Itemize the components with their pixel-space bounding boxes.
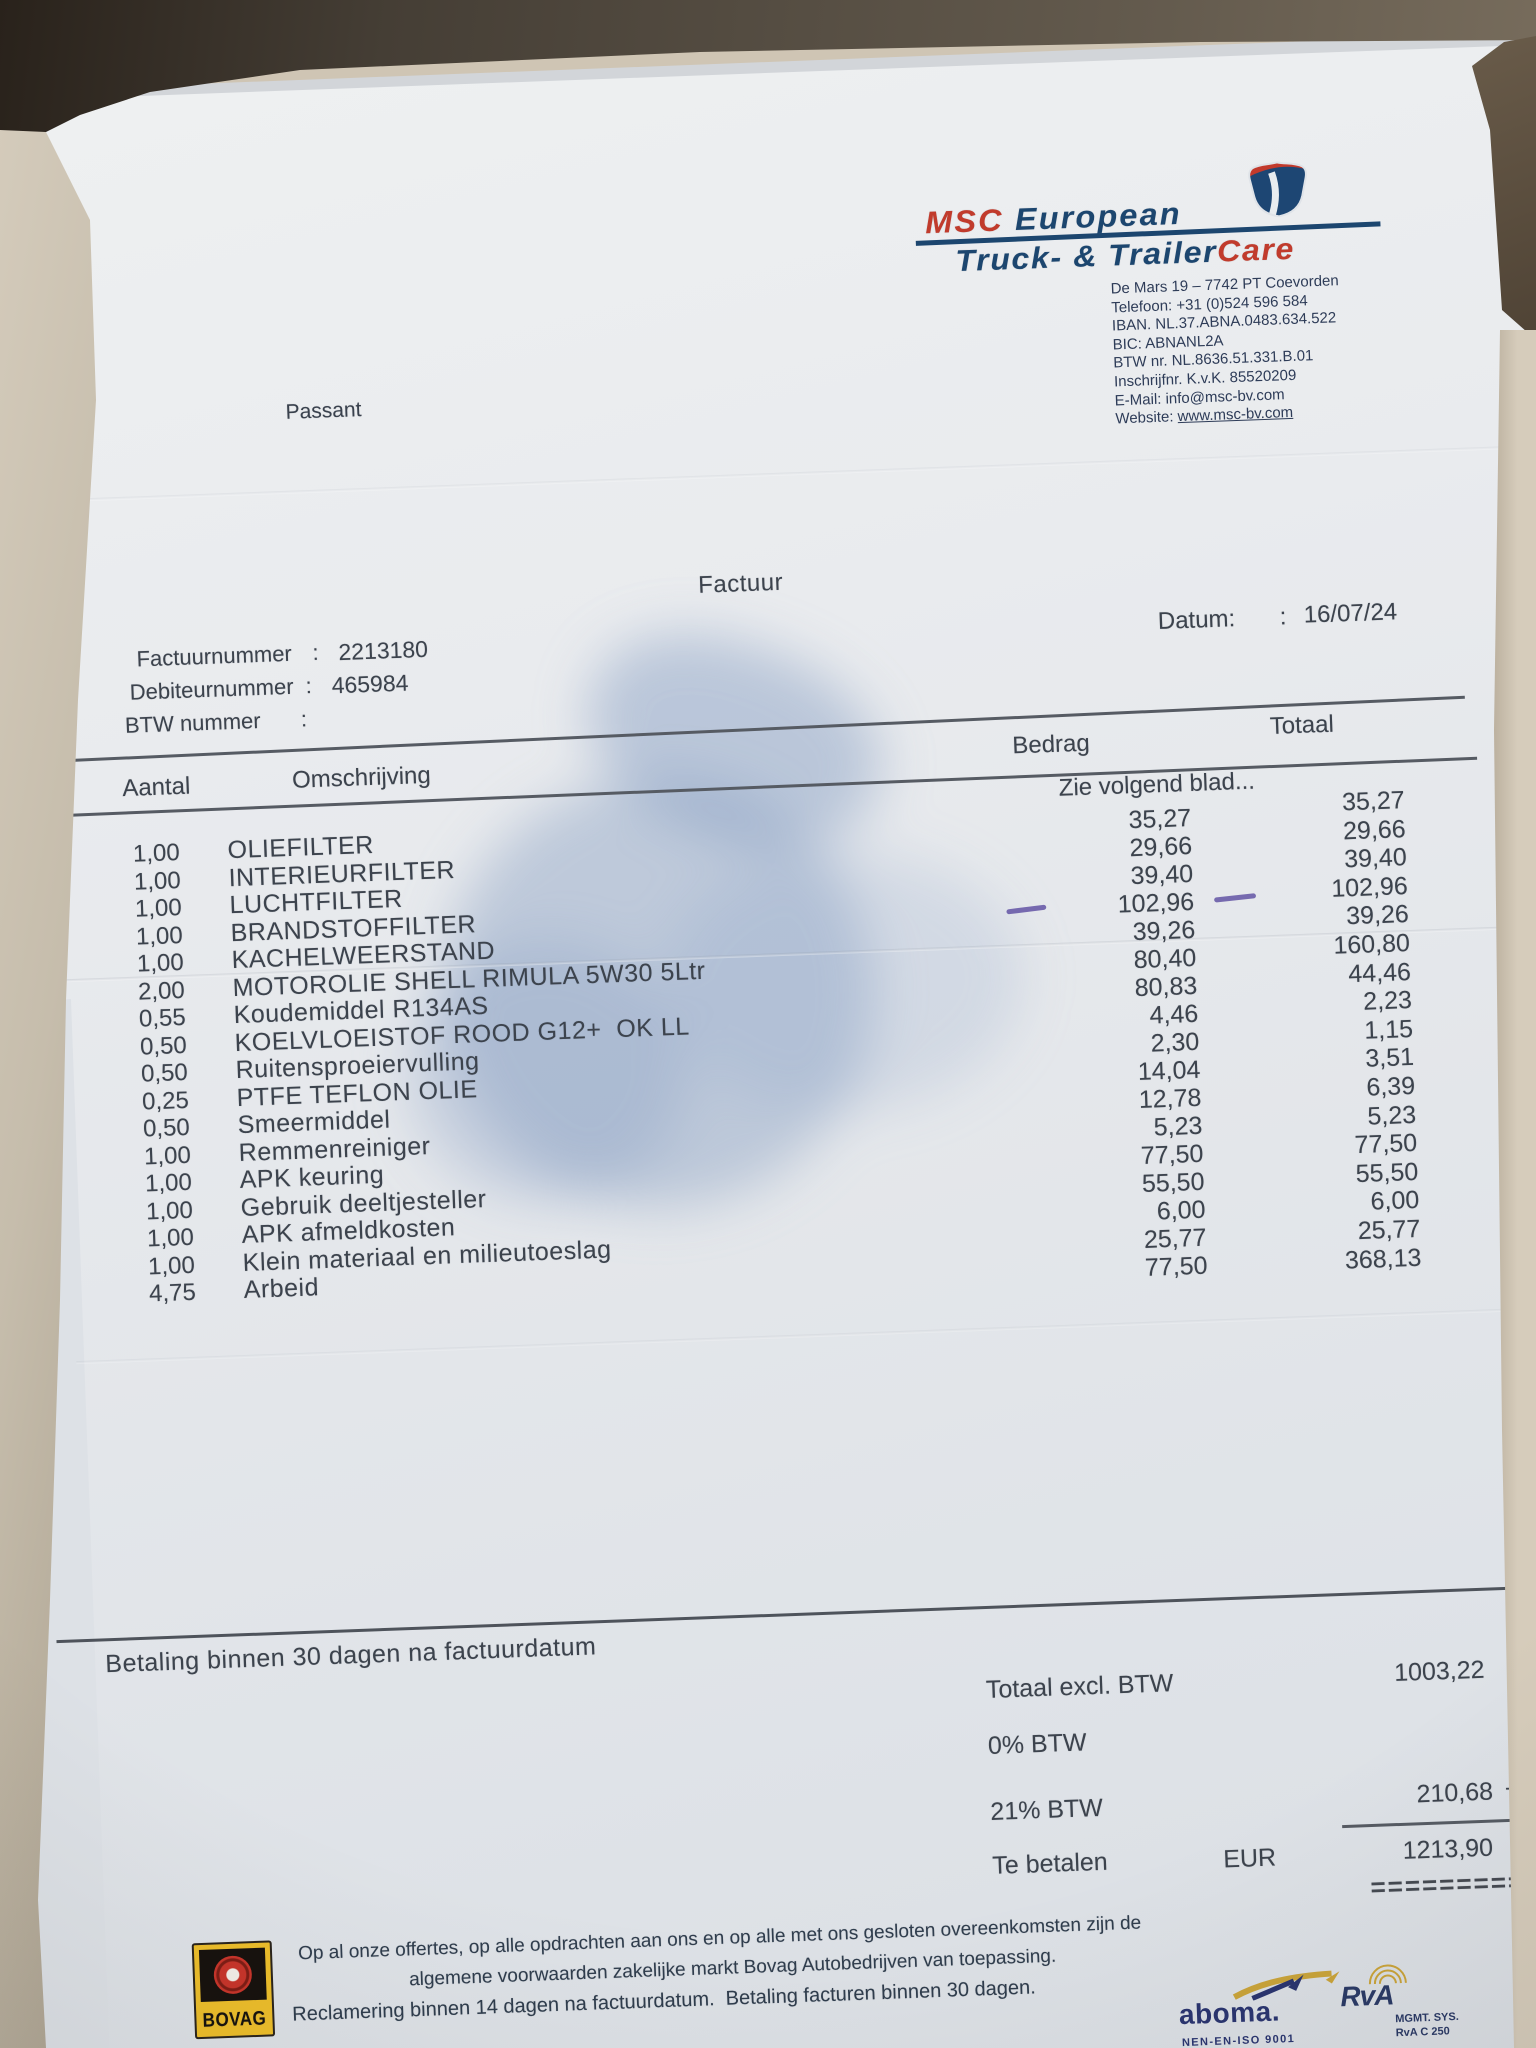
item-aantal: 0,50 <box>140 1058 189 1088</box>
item-aantal: 1,00 <box>146 1223 195 1253</box>
currency-label: EUR <box>1222 1843 1277 1874</box>
date-label: Datum: <box>1157 605 1236 636</box>
btw-21-value: 210,68 <box>1416 1777 1494 1809</box>
bovag-emblem-box <box>198 1947 267 2003</box>
invoice-number-label: Factuurnummer <box>136 640 293 672</box>
tagline-care: Care <box>1216 232 1296 269</box>
item-aantal: 1,00 <box>134 893 183 923</box>
bedrag-stack: 35,27 29,66 39,40 102,96 39,26 80,40 80,83 4,46… <box>1039 804 1208 1285</box>
msc-shield-icon <box>1248 161 1308 218</box>
item-aantal: 1,00 <box>143 1141 192 1171</box>
debtor-number-value: 465984 <box>331 669 409 699</box>
vat-number-label: BTW nummer <box>124 707 262 738</box>
total-excl-btw-value: 1003,22 <box>1393 1655 1486 1688</box>
te-betalen-label: Te betalen <box>991 1847 1109 1880</box>
vat-number-row: BTW nummer: <box>125 706 328 739</box>
recipient: Passant <box>285 398 362 424</box>
aantal-stack: 1,00 1,00 1,00 1,00 1,00 2,00 0,55 0,50 0,50 0,25… <box>107 839 196 1309</box>
item-aantal: 4,75 <box>148 1278 197 1308</box>
rva-cert-label: RvA C 250 <box>1395 2025 1450 2040</box>
item-aantal: 0,25 <box>141 1086 190 1116</box>
paper-crease <box>44 443 1536 503</box>
payment-terms: Betaling binnen 30 dagen na factuurdatum <box>104 1632 597 1679</box>
totaal-stack: 35,27 29,66 39,40 102,96 39,26 160,80 44,46 2,2… <box>1252 786 1422 1277</box>
date-value: 16/07/24 <box>1303 598 1398 629</box>
paper-edge <box>1 999 117 2048</box>
btw-0-label: 0% BTW <box>987 1728 1088 1760</box>
company-details-lines: De Mars 19 – 7742 PT Coevorden Telefoon: … <box>1110 270 1415 411</box>
colon: : <box>300 706 308 732</box>
item-aantal: 0,50 <box>142 1113 191 1143</box>
item-totaal: 368,13 <box>1344 1243 1422 1275</box>
rva-sunburst-icon <box>1368 1964 1407 1985</box>
sum-rule <box>1342 1817 1536 1828</box>
bovag-label: BOVAG <box>202 2007 267 2032</box>
rva-logo: RvA MGMT. SYS. RvA C 250 <box>1337 1962 1480 2048</box>
document-title: Factuur <box>697 568 784 599</box>
total-excl-btw-label: Totaal excl. BTW <box>985 1669 1174 1705</box>
col-header-bedrag: Bedrag <box>1011 729 1091 760</box>
date-separator: : <box>1279 603 1287 631</box>
invoice-number-row: Factuurnummer:2213180 <box>136 636 428 674</box>
website-label: Website: <box>1115 408 1178 428</box>
debtor-number-row: Debiteurnummer:465984 <box>129 670 409 707</box>
item-aantal: 1,00 <box>144 1168 193 1198</box>
invoice-number-value: 2213180 <box>337 635 429 666</box>
paper-crease <box>76 1305 1536 1365</box>
colon: : <box>311 639 320 666</box>
plus-sign: + <box>1504 1774 1520 1804</box>
item-aantal: 1,00 <box>133 866 182 896</box>
company-details: De Mars 19 – 7742 PT Coevorden Telefoon: … <box>1110 270 1415 430</box>
rva-label: RvA <box>1339 1979 1394 2013</box>
item-aantal: 1,00 <box>147 1251 196 1280</box>
brand-msc: MSC <box>924 202 1005 241</box>
rva-mgmt-label: MGMT. SYS. <box>1395 2010 1459 2026</box>
bovag-wheel-icon <box>213 1955 253 1995</box>
item-bedrag: 77,50 <box>1144 1251 1209 1282</box>
aboma-label: aboma. <box>1178 1995 1281 2031</box>
omschrijving-stack: OLIEFILTER INTERIEURFILTER LUCHTFILTER BRAN… <box>227 820 717 1305</box>
col-header-totaal: Totaal <box>1269 710 1335 740</box>
item-aantal: 2,00 <box>137 976 186 1006</box>
footer-terms-line3: Reclamering binnen 14 dagen na factuurda… <box>291 1976 1037 2026</box>
aboma-logo: aboma. NEN-EN-ISO 9001 <box>1178 1970 1361 2048</box>
btw-21-label: 21% BTW <box>989 1793 1104 1826</box>
aboma-iso-label: NEN-EN-ISO 9001 <box>1181 2032 1296 2048</box>
totals-rule <box>56 1586 1518 1644</box>
aboma-arrows-icon <box>1232 1970 1340 2001</box>
bovag-logo: BOVAG <box>191 1940 276 2040</box>
next-page-note: Zie volgend blad... <box>1058 767 1256 802</box>
debtor-number-label: Debiteurnummer <box>129 673 294 705</box>
item-aantal: 1,00 <box>135 921 184 951</box>
col-header-aantal: Aantal <box>121 772 191 803</box>
website-link: www.msc-bv.com <box>1177 404 1294 426</box>
invoice-document: MSC European Truck- & TrailerCare De Mar… <box>1 43 1536 2048</box>
col-header-omschrijving: Omschrijving <box>291 761 432 794</box>
item-aantal: 0,55 <box>138 1003 187 1033</box>
item-aantal: 1,00 <box>132 839 181 868</box>
total-underline-marks: ========== <box>1369 1865 1536 1903</box>
item-aantal: 1,00 <box>136 948 185 978</box>
item-aantal: 0,50 <box>139 1031 188 1061</box>
item-aantal: 1,00 <box>145 1196 194 1225</box>
colon: : <box>305 673 313 699</box>
te-betalen-value: 1213,90 <box>1402 1833 1494 1865</box>
